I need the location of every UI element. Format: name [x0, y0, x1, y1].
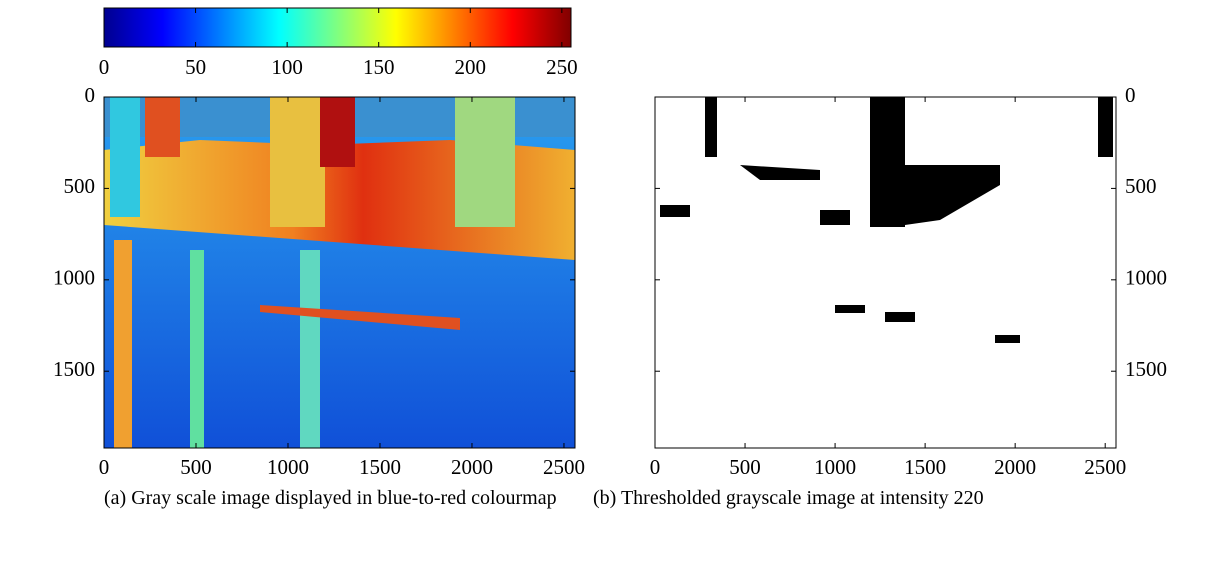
- x-tick-label: 2000: [994, 455, 1036, 479]
- x-tick-label: 2500: [1084, 455, 1126, 479]
- y-tick-label: 0: [85, 83, 96, 107]
- x-tick-label: 500: [180, 455, 212, 479]
- x-tick-label: 500: [729, 455, 761, 479]
- x-tick-label: 0: [99, 455, 110, 479]
- colorbar: [103, 7, 572, 48]
- x-tick-label: 2000: [451, 455, 493, 479]
- axes-frame: [654, 96, 1117, 449]
- x-tick-label: 1500: [359, 455, 401, 479]
- axes-frame: [103, 96, 576, 449]
- y-tick-label: 500: [1125, 174, 1157, 198]
- caption: (a) Gray scale image displayed in blue-t…: [104, 487, 557, 509]
- y-tick-label: 1500: [53, 357, 95, 381]
- caption: (b) Thresholded grayscale image at inten…: [593, 487, 984, 509]
- colorbar-tick-label: 100: [271, 55, 303, 79]
- y-tick-label: 1000: [53, 266, 95, 290]
- x-tick-label: 2500: [543, 455, 585, 479]
- colormap-image: [104, 97, 575, 448]
- x-tick-label: 1000: [267, 455, 309, 479]
- y-tick-label: 1000: [1125, 266, 1167, 290]
- colorbar-tick-label: 50: [185, 55, 206, 79]
- x-tick-label: 0: [650, 455, 661, 479]
- x-tick-label: 1500: [904, 455, 946, 479]
- threshold-image: [655, 97, 1116, 448]
- colorbar-tick-label: 250: [546, 55, 578, 79]
- y-tick-label: 0: [1125, 83, 1136, 107]
- y-tick-label: 1500: [1125, 357, 1167, 381]
- colorbar-tick-label: 150: [363, 55, 395, 79]
- y-tick-label: 500: [64, 174, 96, 198]
- x-tick-label: 1000: [814, 455, 856, 479]
- colorbar-tick-label: 0: [99, 55, 110, 79]
- colorbar-tick-label: 200: [455, 55, 487, 79]
